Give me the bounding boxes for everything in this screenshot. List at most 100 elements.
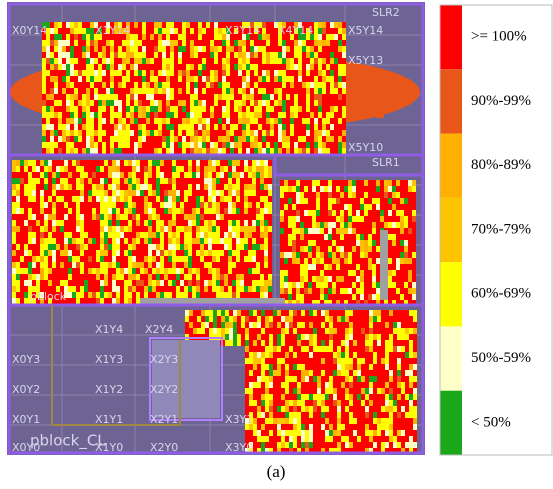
heat-cell	[356, 240, 360, 246]
heat-cell	[345, 328, 349, 334]
heat-cell	[269, 412, 273, 418]
heat-cell	[305, 418, 309, 424]
heat-cell	[368, 186, 372, 192]
heat-cell	[176, 166, 180, 172]
heat-cell	[297, 430, 301, 436]
heat-cell	[108, 280, 112, 286]
heat-cell	[286, 136, 290, 142]
heat-cell	[412, 234, 416, 240]
heat-cell	[264, 178, 268, 184]
heat-cell	[80, 262, 84, 268]
heat-cell	[292, 270, 296, 276]
heat-cell	[404, 288, 408, 294]
heat-cell	[170, 124, 174, 130]
heat-cell	[277, 328, 281, 334]
heat-cell	[341, 328, 345, 334]
heat-cell	[352, 198, 356, 204]
heat-cell	[124, 262, 128, 268]
heat-cell	[154, 52, 158, 58]
heat-cell	[292, 222, 296, 228]
heat-cell	[292, 264, 296, 270]
heat-cell	[116, 298, 120, 304]
heat-cell	[216, 178, 220, 184]
heat-cell	[44, 196, 48, 202]
heat-cell	[184, 160, 188, 166]
heat-cell	[249, 352, 253, 358]
heat-cell	[360, 282, 364, 288]
heat-cell	[286, 106, 290, 112]
heat-cell	[392, 252, 396, 258]
heat-cell	[274, 64, 278, 70]
heat-cell	[277, 394, 281, 400]
heat-cell	[381, 334, 385, 340]
heat-cell	[140, 286, 144, 292]
heat-cell	[182, 124, 186, 130]
heat-cell	[246, 40, 250, 46]
heat-cell	[342, 94, 346, 100]
heat-cell	[100, 208, 104, 214]
heat-cell	[397, 388, 401, 394]
heat-cell	[297, 400, 301, 406]
heat-cell	[48, 196, 52, 202]
heat-cell	[116, 292, 120, 298]
heat-cell	[114, 64, 118, 70]
heat-cell	[214, 148, 218, 154]
heat-cell	[62, 100, 66, 106]
heat-cell	[310, 82, 314, 88]
heat-cell	[285, 424, 289, 430]
heat-cell	[285, 346, 289, 352]
heat-cell	[50, 136, 54, 142]
heat-cell	[314, 52, 318, 58]
heat-cell	[128, 292, 132, 298]
heat-cell	[368, 240, 372, 246]
heat-cell	[178, 136, 182, 142]
heat-cell	[294, 52, 298, 58]
heat-cell	[72, 166, 76, 172]
heat-cell	[280, 258, 284, 264]
heat-cell	[373, 370, 377, 376]
heat-cell	[164, 250, 168, 256]
heat-cell	[80, 286, 84, 292]
heat-cell	[268, 274, 272, 280]
heat-cell	[360, 186, 364, 192]
heat-cell	[212, 214, 216, 220]
heat-cell	[413, 376, 417, 382]
heat-cell	[146, 112, 150, 118]
heat-cell	[333, 316, 337, 322]
heat-cell	[126, 52, 130, 58]
heat-cell	[174, 142, 178, 148]
heat-cell	[326, 34, 330, 40]
heat-cell	[58, 148, 62, 154]
heat-cell	[166, 130, 170, 136]
heat-cell	[373, 424, 377, 430]
heat-cell	[397, 358, 401, 364]
heat-cell	[341, 340, 345, 346]
heat-cell	[88, 220, 92, 226]
heat-cell	[313, 322, 317, 328]
heat-cell	[218, 124, 222, 130]
heat-cell	[408, 276, 412, 282]
heat-cell	[360, 264, 364, 270]
heat-cell	[24, 232, 28, 238]
heat-cell	[154, 34, 158, 40]
heat-cell	[413, 328, 417, 334]
heat-cell	[334, 88, 338, 94]
heat-cell	[202, 52, 206, 58]
heat-cell	[166, 106, 170, 112]
heat-cell	[341, 364, 345, 370]
heat-cell	[80, 172, 84, 178]
heat-cell	[342, 34, 346, 40]
heat-cell	[76, 232, 80, 238]
heat-cell	[120, 220, 124, 226]
heat-cell	[281, 328, 285, 334]
heat-cell	[168, 232, 172, 238]
heat-cell	[186, 130, 190, 136]
heat-cell	[360, 228, 364, 234]
heat-cell	[278, 82, 282, 88]
heat-cell	[256, 232, 260, 238]
heat-cell	[306, 88, 310, 94]
heat-cell	[252, 292, 256, 298]
heat-cell	[270, 22, 274, 28]
heat-cell	[176, 214, 180, 220]
heat-cell	[228, 232, 232, 238]
